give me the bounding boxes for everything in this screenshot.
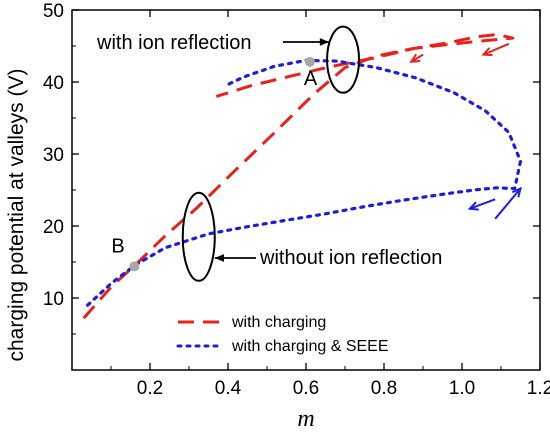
direction-arrow-head	[467, 201, 479, 211]
x-tick-label: 0.2	[137, 378, 163, 399]
annotation-ellipse	[326, 25, 361, 94]
direction-arrow-shaft	[494, 187, 522, 220]
x-axis-title: m	[297, 406, 314, 432]
y-tick-label: 40	[43, 73, 64, 94]
annotation-arrowhead	[214, 254, 224, 262]
point-label-A: A	[304, 68, 318, 90]
y-tick-label: 20	[43, 217, 64, 238]
series-line-2	[86, 58, 523, 307]
legend-label-2: with charging & SEEE	[231, 338, 389, 355]
x-tick-label: 1.2	[527, 378, 550, 399]
point-marker-A	[304, 56, 315, 67]
y-tick-label: 30	[43, 145, 64, 166]
annotations: with ion reflection without ion reflectio…	[96, 25, 522, 282]
annotation-ellipse	[181, 191, 216, 282]
point-markers: AB	[111, 56, 318, 272]
x-tick-label: 0.4	[215, 378, 242, 399]
x-tick-label: 0.8	[371, 378, 397, 399]
legend-label-1: with charging	[231, 314, 326, 331]
y-axis-title: charging potential at valleys (V)	[5, 69, 28, 362]
y-tick-label: 50	[43, 1, 64, 22]
point-marker-B	[129, 261, 140, 272]
legend: with charging with charging & SEEE	[176, 314, 389, 355]
series-line-1	[82, 33, 515, 320]
point-label-B: B	[111, 235, 124, 257]
annotation-arrowhead	[319, 38, 330, 46]
direction-arrow-shaft	[469, 198, 496, 210]
annotation-text: with ion reflection	[96, 32, 252, 54]
x-tick-label: 1.0	[449, 378, 475, 399]
tick-labels: 0.2 0.4 0.6 0.8 1.0 1.2 10 20 30 40 50	[43, 1, 550, 399]
annotation-text: without ion reflection	[259, 247, 442, 269]
direction-arrow-head	[511, 186, 522, 198]
y-tick-label: 10	[43, 289, 64, 310]
x-tick-label: 0.6	[293, 378, 319, 399]
direction-arrow-shaft	[483, 42, 510, 56]
direction-arrow-head	[481, 47, 493, 57]
direction-arrow-head	[409, 53, 421, 64]
axis-ticks	[72, 9, 541, 370]
series-layer	[82, 33, 523, 320]
